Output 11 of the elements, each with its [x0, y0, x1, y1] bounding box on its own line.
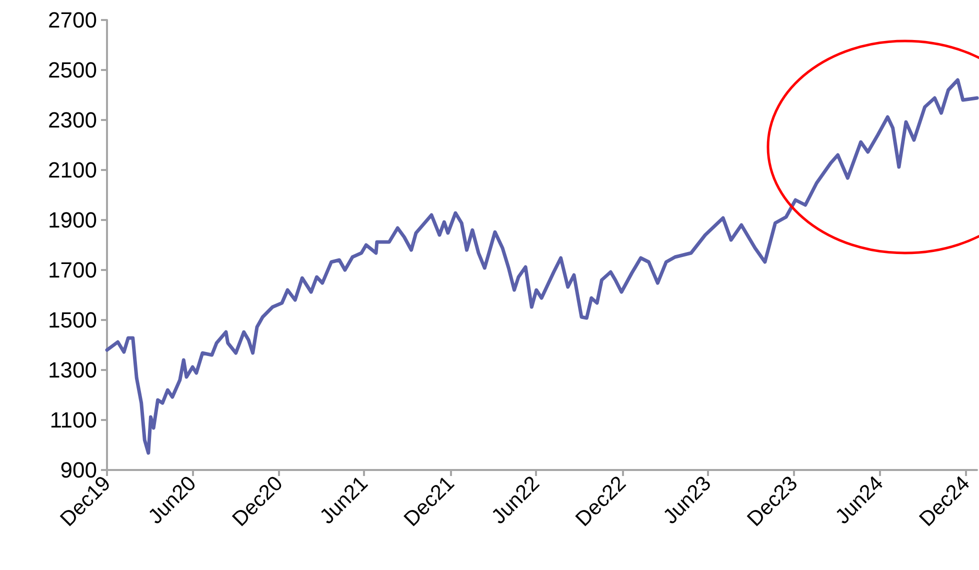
y-tick-label: 2500: [48, 58, 97, 82]
y-tick-label: 1500: [48, 308, 97, 332]
y-tick-label: 2100: [48, 158, 97, 182]
y-tick-label: 2700: [48, 8, 97, 32]
y-tick-label: 1100: [50, 408, 97, 432]
y-tick-label: 1900: [48, 208, 97, 232]
y-tick-label: 2300: [48, 108, 97, 132]
line-series: [105, 78, 979, 455]
y-tick-label: 1300: [48, 358, 97, 382]
y-tick-label: 900: [60, 458, 97, 482]
y-tick-label: 1700: [48, 258, 97, 282]
